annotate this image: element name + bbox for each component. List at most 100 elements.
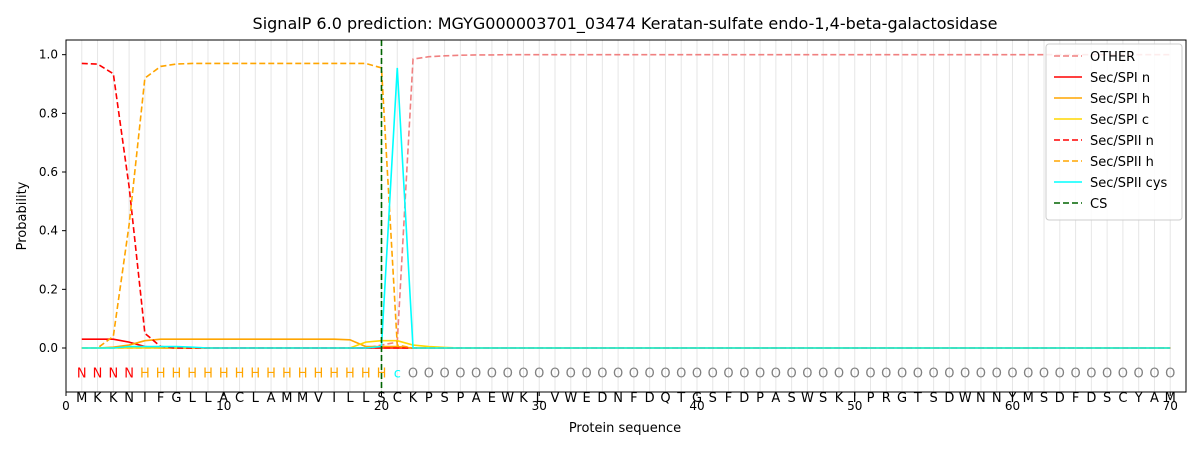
region-label: O: [692, 366, 702, 381]
series-line-sec-spi-c: [81, 339, 1171, 349]
residue-label: R: [882, 391, 891, 406]
residue-label: W: [564, 391, 577, 406]
region-label: O: [1102, 366, 1112, 381]
region-label: O: [408, 366, 418, 381]
region-label: N: [108, 366, 118, 381]
series-line-sec-spii-cys: [81, 67, 1171, 349]
residue-label: M: [297, 391, 308, 406]
x-tick-label: 50: [847, 399, 862, 413]
region-label: O: [1134, 366, 1144, 381]
legend-box: [1045, 43, 1183, 221]
region-label: H: [219, 366, 229, 381]
region-label: O: [1023, 366, 1033, 381]
y-tick-label: 1.0: [39, 48, 58, 62]
series-line-sec-spii-n: [81, 62, 1171, 349]
region-label: O: [676, 366, 686, 381]
legend-entry: Sec/SPII h: [1090, 155, 1154, 170]
legend-entry: Sec/SPI n: [1090, 71, 1150, 86]
region-label: O: [881, 366, 891, 381]
residue-label: K: [519, 391, 528, 406]
residue-label: I: [853, 391, 857, 406]
residue-label: V: [314, 391, 323, 406]
residue-label: L: [362, 391, 370, 406]
residue-label: I: [143, 391, 147, 406]
residue-label: W: [959, 391, 972, 406]
region-label: H: [187, 366, 197, 381]
residue-label: S: [788, 391, 796, 406]
region-label: O: [1055, 366, 1065, 381]
x-axis: 0 10 20 30 40 50 60 70: [62, 392, 1178, 413]
region-label: N: [77, 366, 87, 381]
residue-label: C: [235, 391, 244, 406]
region-label: O: [802, 366, 812, 381]
region-label: O: [771, 366, 781, 381]
region-label: O: [439, 366, 449, 381]
y-tick-label: 0.8: [39, 106, 58, 120]
region-label: N: [124, 366, 134, 381]
residue-label: L: [252, 391, 260, 406]
x-tick-label: 0: [62, 399, 70, 413]
residue-label: M: [1023, 391, 1034, 406]
region-label: O: [1165, 366, 1175, 381]
x-tick-label: 30: [532, 399, 547, 413]
series-lines: [81, 40, 1171, 392]
residue-label: S: [929, 391, 937, 406]
residue-label: G: [897, 391, 907, 406]
residue-label: L: [346, 391, 354, 406]
x-tick-label: 60: [1005, 399, 1020, 413]
region-label: O: [424, 366, 434, 381]
region-label: O: [1039, 366, 1049, 381]
residue-label: A: [472, 391, 481, 406]
region-label: O: [913, 366, 923, 381]
residue-label: A: [267, 391, 276, 406]
residue-label: V: [551, 391, 560, 406]
residue-label: T: [913, 391, 922, 406]
x-tick-label: 70: [1163, 399, 1178, 413]
region-label: N: [93, 366, 103, 381]
region-label: O: [834, 366, 844, 381]
residue-label: D: [1055, 391, 1065, 406]
residue-label: N: [613, 391, 623, 406]
region-label: O: [597, 366, 607, 381]
region-label: H: [203, 366, 213, 381]
residue-label: D: [645, 391, 655, 406]
residue-label: L: [204, 391, 212, 406]
region-label: O: [818, 366, 828, 381]
residue-label: S: [377, 391, 385, 406]
residue-label: F: [725, 391, 732, 406]
residue-label: E: [582, 391, 590, 406]
region-label: O: [850, 366, 860, 381]
region-label: H: [314, 366, 324, 381]
region-label: O: [518, 366, 528, 381]
region-label: O: [992, 366, 1002, 381]
legend-entry: Sec/SPII cys: [1090, 176, 1168, 191]
residue-label: N: [124, 391, 134, 406]
residue-label: K: [93, 391, 102, 406]
plot-frame: [65, 39, 1187, 393]
series-line-sec-spi-h: [81, 338, 1171, 349]
residue-label: G: [171, 391, 181, 406]
region-label: H: [298, 366, 308, 381]
residue-label: P: [756, 391, 764, 406]
y-tick-label: 0.2: [39, 282, 58, 296]
residue-label: M: [76, 391, 87, 406]
region-label: H: [250, 366, 260, 381]
region-label: O: [708, 366, 718, 381]
residue-label: A: [1150, 391, 1159, 406]
y-tick-label: 0.4: [39, 224, 58, 238]
x-tick-label: 40: [689, 399, 704, 413]
residue-label: C: [1118, 391, 1127, 406]
region-label: O: [944, 366, 954, 381]
region-label: O: [1070, 366, 1080, 381]
region-label: O: [550, 366, 560, 381]
residue-label: Y: [1134, 391, 1143, 406]
residue-label: F: [1072, 391, 1079, 406]
residue-label: W: [801, 391, 814, 406]
residue-label: F: [630, 391, 637, 406]
residue-label: N: [976, 391, 986, 406]
legend-entry: Sec/SPI h: [1090, 92, 1150, 107]
y-axis: 0.0 0.2 0.4 0.6 0.8 1.0: [39, 48, 66, 355]
region-label: O: [503, 366, 513, 381]
region-label: O: [723, 366, 733, 381]
region-label: O: [897, 366, 907, 381]
